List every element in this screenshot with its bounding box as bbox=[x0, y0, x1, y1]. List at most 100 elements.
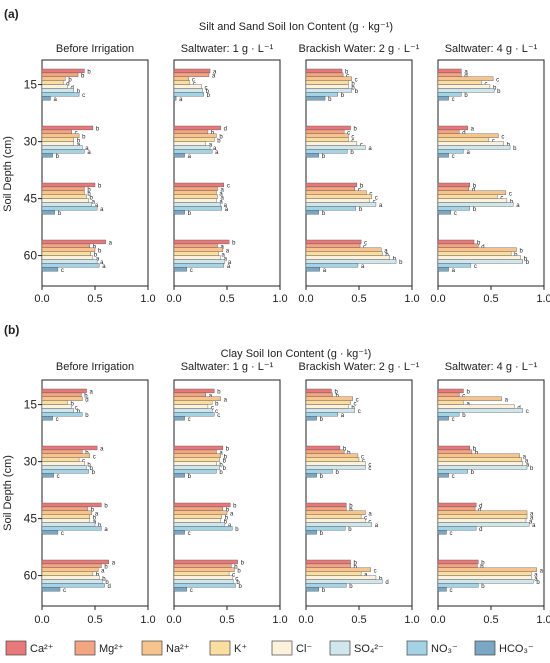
significance-letter: b bbox=[536, 580, 540, 586]
significance-letter: a bbox=[227, 264, 231, 270]
significance-letter: b bbox=[90, 466, 94, 472]
significance-letter: d bbox=[479, 527, 482, 533]
significance-letter: b bbox=[322, 211, 326, 217]
bar-k bbox=[305, 194, 372, 199]
bar-mg bbox=[41, 186, 85, 191]
bar-no3 bbox=[173, 92, 204, 97]
bar-so4 bbox=[173, 522, 226, 527]
x-tick-label: 1.0 bbox=[404, 293, 419, 305]
bar-so4 bbox=[305, 88, 352, 93]
bar-mg bbox=[41, 449, 83, 454]
bar-ca bbox=[305, 388, 332, 394]
x-tick-label: 0.0 bbox=[34, 614, 49, 626]
significance-letter: b bbox=[530, 466, 534, 472]
bar-hco3 bbox=[173, 416, 185, 421]
bar-na bbox=[41, 133, 80, 138]
significance-letter: b bbox=[188, 211, 192, 217]
bar-cl bbox=[305, 255, 390, 260]
significance-letter: b bbox=[188, 474, 192, 480]
significance-letter: b bbox=[322, 588, 326, 594]
bar-mg bbox=[437, 563, 478, 569]
bar-ca bbox=[437, 502, 477, 508]
bar-hco3 bbox=[173, 267, 187, 272]
bar-na bbox=[41, 76, 66, 81]
significance-letter: a bbox=[368, 146, 372, 152]
bar-k bbox=[173, 251, 219, 256]
bar-no3 bbox=[305, 92, 338, 97]
bar-no3 bbox=[41, 206, 98, 211]
bar-cl bbox=[305, 84, 349, 89]
significance-letter: b bbox=[514, 252, 518, 258]
y-tick-label: 15 bbox=[24, 398, 38, 412]
bar-k bbox=[305, 80, 349, 85]
significance-letter: d bbox=[66, 81, 69, 87]
bar-cl bbox=[173, 255, 221, 260]
bar-hco3 bbox=[41, 473, 54, 478]
bar-so4 bbox=[173, 202, 221, 207]
significance-letter: a bbox=[87, 150, 91, 156]
bar-so4 bbox=[305, 465, 366, 470]
bar-k bbox=[41, 400, 68, 405]
bar-no3 bbox=[41, 263, 100, 268]
bar-k bbox=[437, 514, 528, 519]
significance-letter: c bbox=[93, 455, 96, 461]
bar-hco3 bbox=[173, 530, 185, 535]
significance-letter: b bbox=[241, 561, 245, 567]
bar-no3 bbox=[173, 149, 213, 154]
significance-letter: c bbox=[452, 154, 455, 160]
bar-hco3 bbox=[305, 416, 317, 421]
bar-cl bbox=[305, 198, 370, 203]
significance-letter: a bbox=[525, 458, 529, 464]
significance-letter: b bbox=[217, 390, 221, 396]
bar-hco3 bbox=[437, 530, 447, 535]
bar-no3 bbox=[305, 469, 333, 474]
bar-na bbox=[41, 190, 85, 195]
significance-letter: c bbox=[347, 131, 350, 137]
significance-letter: a bbox=[516, 203, 520, 209]
legend-swatch-k bbox=[209, 640, 231, 656]
x-tick-label: 1.0 bbox=[140, 293, 155, 305]
bar-k bbox=[437, 457, 522, 462]
bar-na bbox=[41, 396, 83, 401]
significance-letter: b bbox=[354, 561, 358, 567]
bar-k bbox=[437, 80, 482, 85]
significance-letter: b bbox=[96, 127, 100, 133]
significance-letter: c bbox=[358, 409, 361, 415]
y-tick-label: 60 bbox=[24, 249, 38, 263]
bar-k bbox=[173, 514, 222, 519]
significance-letter: b bbox=[226, 508, 230, 514]
significance-letter: a bbox=[466, 150, 470, 156]
bar-k bbox=[173, 194, 218, 199]
bar-na bbox=[305, 133, 349, 138]
bar-cl bbox=[41, 404, 72, 409]
bar-ca bbox=[173, 125, 221, 131]
bar-k bbox=[173, 457, 220, 462]
bar-so4 bbox=[305, 579, 383, 584]
chart-title: Silt and Sand Soil Ion Content (g · kg⁻¹… bbox=[199, 21, 393, 33]
significance-letter: b bbox=[464, 93, 468, 99]
significance-letter: c bbox=[351, 138, 354, 144]
significance-letter: c bbox=[364, 515, 367, 521]
significance-letter: b bbox=[355, 89, 359, 95]
y-axis-label: Soil Depth (cm) bbox=[2, 136, 14, 212]
bar-ca bbox=[41, 388, 87, 394]
significance-letter: b bbox=[493, 85, 497, 91]
bar-hco3 bbox=[437, 416, 449, 421]
significance-letter: b bbox=[354, 565, 358, 571]
bar-mg bbox=[305, 563, 351, 569]
bar-cl bbox=[41, 461, 85, 466]
significance-letter: b bbox=[519, 249, 523, 255]
significance-letter: c bbox=[452, 474, 455, 480]
panel-title: Brackish Water: 2 g · L⁻¹ bbox=[299, 43, 420, 55]
significance-letter: b bbox=[513, 146, 517, 152]
significance-letter: b bbox=[393, 256, 397, 262]
significance-letter: c bbox=[61, 531, 64, 537]
bar-na bbox=[305, 453, 359, 458]
significance-letter: a bbox=[368, 512, 372, 518]
significance-letter: a bbox=[90, 390, 94, 396]
significance-letter: b bbox=[399, 260, 403, 266]
significance-letter: c bbox=[449, 531, 452, 537]
significance-letter: b bbox=[350, 150, 354, 156]
bar-no3 bbox=[41, 92, 80, 97]
significance-letter: c bbox=[188, 417, 191, 423]
